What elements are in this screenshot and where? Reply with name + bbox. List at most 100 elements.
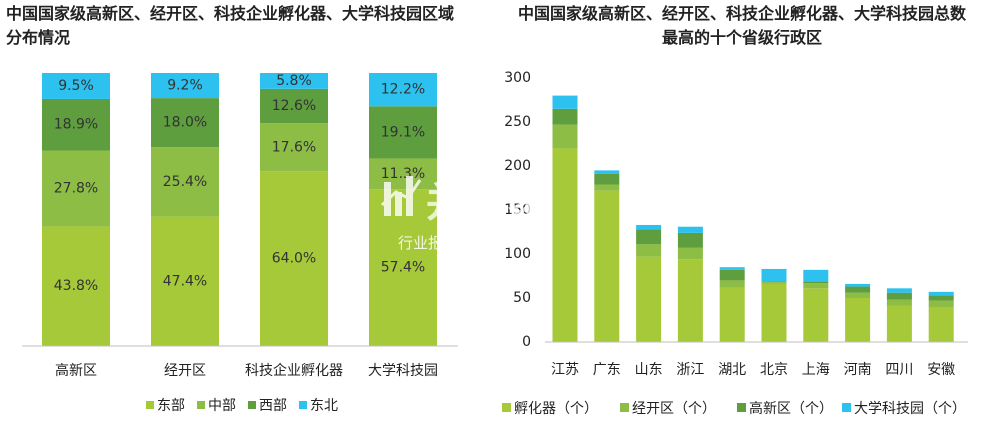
right-bar-segment — [594, 190, 620, 342]
left-bar-segment — [369, 73, 437, 107]
right-bar-segment — [677, 232, 703, 248]
left-category-label: 高新区 — [55, 362, 97, 379]
right-bar-segment — [552, 148, 578, 342]
left-legend-swatch — [197, 401, 205, 409]
left-segment-label: 27.8% — [54, 180, 98, 196]
right-bar-segment — [845, 283, 871, 287]
left-segment-label: 19.1% — [381, 124, 425, 140]
left-segment-label: 17.6% — [272, 139, 316, 155]
right-bar-segment — [845, 292, 871, 298]
right-category-label: 上海 — [802, 362, 830, 378]
right-bar-segment — [677, 259, 703, 342]
right-category-label: 湖北 — [718, 362, 746, 378]
right-bar-segment — [677, 247, 703, 260]
left-bar-segment — [151, 73, 219, 99]
y-tick-label: 0 — [522, 334, 531, 350]
left-category-label: 科技企业孵化器 — [245, 362, 343, 379]
left-segment-label: 25.4% — [163, 174, 207, 190]
watermark-main-text: 并购家 — [426, 180, 546, 226]
left-segment-label: 57.4% — [381, 260, 425, 276]
y-tick-label: 100 — [504, 246, 531, 262]
right-bar-segment — [928, 300, 954, 308]
right-legend-label: 经开区（个） — [632, 401, 716, 417]
right-bar-segment — [552, 95, 578, 109]
right-legend-label: 大学科技园（个） — [854, 401, 966, 417]
left-bar-segment — [42, 98, 110, 151]
right-bar-segment — [886, 292, 912, 300]
right-category-label: 浙江 — [676, 362, 704, 378]
right-legend-swatch — [737, 403, 746, 412]
left-segment-label: 12.2% — [381, 82, 425, 98]
left-segment-label: 18.0% — [163, 115, 207, 131]
y-tick-label: 200 — [504, 158, 531, 174]
left-bar-segment — [151, 216, 219, 346]
left-category-label: 大学科技园 — [368, 363, 438, 379]
watermark: 并购家 行业报告 IPOIPO.CN — [380, 176, 546, 252]
left-category-label: 经开区 — [164, 363, 206, 379]
left-legend-label: 西部 — [259, 398, 287, 414]
right-bar-segment — [886, 305, 912, 342]
right-category-label: 四川 — [885, 362, 913, 378]
left-segment-label: 11.3% — [381, 166, 425, 182]
right-bar-segment — [636, 224, 662, 230]
right-category-label: 山东 — [635, 362, 663, 378]
left-segment-label: 47.4% — [163, 273, 207, 289]
right-bar-segment — [803, 269, 829, 282]
right-category-label: 北京 — [760, 362, 788, 378]
left-legend-label: 中部 — [208, 398, 236, 414]
right-bar-segment — [719, 287, 745, 342]
right-bar-segment — [552, 124, 578, 149]
right-bar-segment — [552, 108, 578, 125]
right-category-label: 江苏 — [551, 362, 579, 378]
right-bar-segment — [886, 288, 912, 293]
left-bar-segment — [369, 158, 437, 190]
right-bar-segment — [845, 298, 871, 342]
right-bar-segment — [761, 281, 787, 283]
right-legend-label: 孵化器（个） — [514, 401, 598, 417]
left-bar-segment — [42, 226, 110, 346]
left-legend-swatch — [146, 401, 154, 409]
left-bar-segment — [260, 88, 328, 124]
right-bar-segment — [803, 288, 829, 342]
right-bar-segment — [594, 173, 620, 185]
left-legend-label: 东北 — [310, 398, 338, 414]
right-legend-label: 高新区（个） — [749, 400, 833, 417]
left-bar-segment — [369, 189, 437, 346]
watermark-sub-text: 行业报告 IPOIPO.CN — [398, 234, 539, 252]
right-bar-segment — [594, 184, 620, 191]
right-bar-segment — [761, 283, 787, 342]
right-bar-segment — [719, 267, 745, 270]
left-chart-title: 中国国家级高新区、经开区、科技企业孵化器、大学科技园区域分布情况 — [6, 4, 455, 47]
right-bar-segment — [594, 170, 620, 174]
right-bar-segment — [636, 244, 662, 257]
left-bar-segment — [369, 106, 437, 159]
right-bar-segment — [761, 282, 787, 284]
left-bar-segment — [42, 150, 110, 227]
right-bar-segment — [677, 226, 703, 233]
left-legend-label: 东部 — [157, 398, 185, 414]
right-legend-swatch — [502, 403, 511, 412]
left-segment-label: 18.9% — [54, 117, 98, 133]
right-bar-segment — [803, 281, 829, 284]
left-segment-label: 5.8% — [276, 73, 312, 89]
right-bar-segment — [761, 268, 787, 282]
left-bar-segment — [260, 123, 328, 172]
left-stacked-bar-chart: 43.8% 27.8% 18.9% 9.5% 高新区 47.4% 25.4% 18.0% 9.2… — [22, 73, 458, 414]
left-segment-label: 43.8% — [54, 278, 98, 294]
left-bar-segment — [42, 73, 110, 99]
right-bar-segment — [719, 269, 745, 281]
y-tick-label: 50 — [513, 290, 531, 306]
y-tick-label: 300 — [504, 70, 531, 86]
right-category-label: 河南 — [844, 362, 872, 378]
right-category-label: 广东 — [593, 362, 621, 378]
right-category-label: 安徽 — [927, 362, 955, 378]
watermark-logo-icon — [380, 176, 422, 216]
left-segment-label: 12.6% — [272, 98, 316, 114]
right-bar-segment — [886, 299, 912, 306]
y-tick-label: 250 — [504, 114, 531, 130]
left-segment-label: 64.0% — [272, 251, 316, 267]
left-segment-label: 9.2% — [167, 78, 203, 94]
left-bar-segment — [151, 98, 219, 148]
right-bar-segment — [636, 256, 662, 342]
